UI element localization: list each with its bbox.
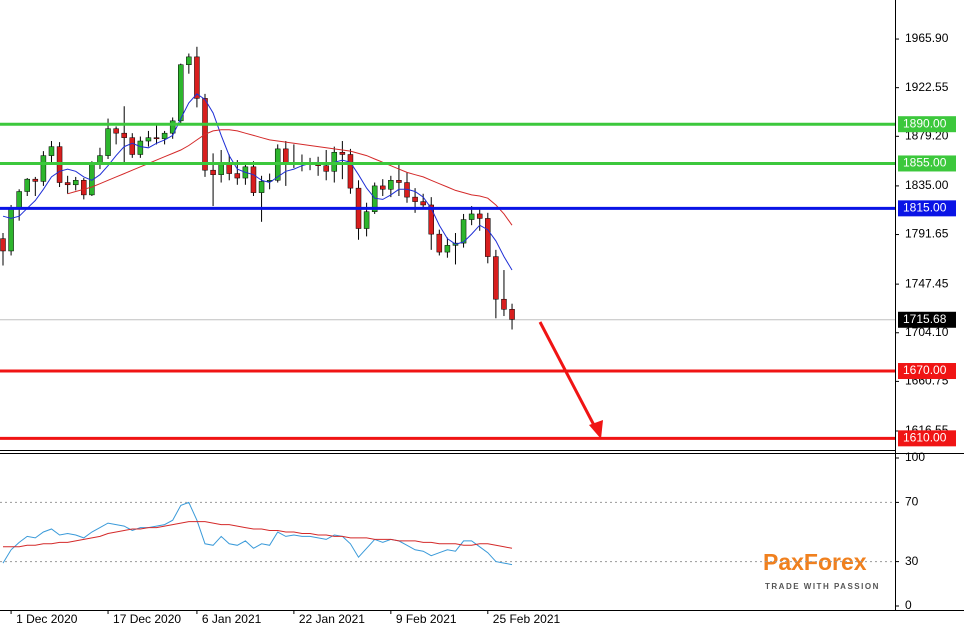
level-box (898, 200, 956, 217)
candle-body (501, 298, 507, 310)
level-box (898, 430, 956, 447)
y-tick-label: 30 (905, 554, 919, 568)
candle-body (283, 148, 289, 163)
candle-body (234, 173, 241, 179)
forecast-arrow (538, 321, 599, 432)
y-tick-label: 0 (905, 598, 912, 612)
candle-body (412, 196, 418, 202)
candle-body (186, 56, 192, 65)
candle-body (485, 218, 491, 257)
level-label: 1610.00 (903, 431, 947, 445)
candle-body (460, 219, 467, 244)
indicator-line (3, 521, 513, 549)
candle-body (476, 213, 483, 219)
candle-body (145, 137, 152, 142)
candle-body (105, 128, 111, 156)
candle-body (40, 155, 47, 182)
level-box (898, 155, 956, 172)
candle-body (194, 56, 200, 99)
candle-body (129, 137, 136, 155)
candle-body (493, 256, 499, 300)
candle-body (0, 238, 6, 252)
candle-body (444, 245, 451, 253)
candle-body (258, 181, 265, 193)
candle-body (16, 191, 22, 209)
level-label: 1890.00 (903, 116, 947, 130)
candle-body (113, 128, 119, 134)
y-tick-label: 1922.55 (905, 80, 949, 94)
candle-body (436, 233, 443, 253)
level-label: 1855.00 (903, 156, 947, 170)
candle-body (81, 180, 87, 196)
candle-body (32, 178, 39, 182)
level-label: 1815.00 (903, 201, 947, 215)
candle-body (428, 204, 434, 235)
candle-body (8, 208, 14, 252)
candle-body (388, 180, 394, 190)
candle-body (169, 120, 176, 134)
candle-body (178, 64, 184, 122)
last-price-label: 1715.68 (903, 312, 947, 326)
candle-body (137, 140, 144, 155)
candle-body (396, 180, 402, 183)
candle-body (153, 137, 160, 140)
y-tick-label: 1835.00 (905, 178, 949, 192)
candle-body (250, 166, 257, 193)
candle-body (363, 211, 370, 229)
candle-body (509, 309, 515, 320)
y-tick-label: 1704.10 (905, 325, 949, 339)
candle-body (121, 132, 127, 138)
brand-tagline: TRADE WITH PASSION (765, 582, 880, 591)
candle-body (420, 201, 426, 206)
indicator-line (67, 129, 513, 226)
candle-body (339, 151, 346, 155)
y-tick-label: 70 (905, 495, 919, 509)
x-tick-label: 6 Jan 2021 (202, 612, 262, 626)
indicator-line (2, 501, 513, 566)
x-tick-label: 25 Feb 2021 (493, 612, 561, 626)
level-box (898, 363, 956, 380)
y-tick-label: 1965.90 (905, 31, 949, 45)
candle-body (380, 185, 386, 190)
level-box (898, 116, 956, 133)
y-tick-label: 1791.65 (905, 227, 949, 241)
candle-body (24, 178, 30, 192)
x-tick-label: 9 Feb 2021 (396, 612, 457, 626)
indicator-line (2, 93, 513, 271)
candle-body (347, 154, 354, 189)
candle-body (468, 213, 475, 220)
level-label: 1670.00 (903, 363, 947, 377)
candle-body (210, 169, 216, 175)
candle-body (64, 182, 71, 186)
candle-body (161, 132, 168, 140)
candle-body (72, 180, 79, 186)
x-tick-label: 22 Jan 2021 (299, 612, 365, 626)
y-tick-label: 1747.45 (905, 276, 949, 290)
x-tick-label: 1 Dec 2020 (16, 612, 78, 626)
forecast-arrow-head (589, 420, 603, 439)
candle-body (48, 146, 55, 156)
x-tick-label: 17 Dec 2020 (113, 612, 181, 626)
last-price-box (898, 311, 956, 328)
y-tick-label: 100 (905, 450, 925, 464)
candle-body (323, 165, 329, 172)
